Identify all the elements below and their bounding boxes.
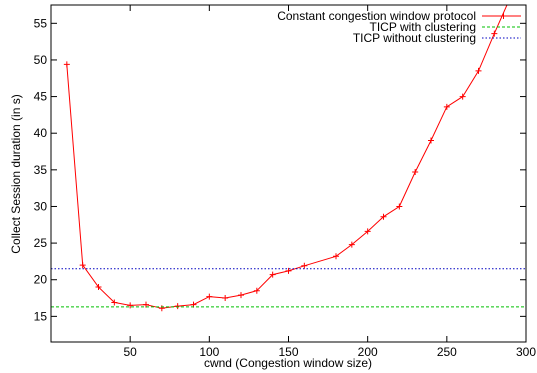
data-point-marker (253, 287, 260, 294)
data-point-marker (79, 262, 86, 269)
y-axis-label: Collect Session duration (in s) (9, 94, 23, 253)
legend-sample-marker (500, 13, 507, 19)
data-point-marker (412, 169, 419, 176)
data-point-marker (127, 302, 134, 309)
x-tick-label: 50 (123, 345, 137, 359)
data-point-marker (443, 103, 450, 110)
legend-label: TICP with clustering (370, 20, 476, 34)
data-point-marker (396, 203, 403, 210)
data-point-marker (206, 293, 213, 300)
y-tick-label: 55 (34, 16, 48, 30)
y-tick-label: 15 (34, 309, 48, 323)
legend-label: TICP without clustering (353, 31, 476, 45)
plot-frame (50, 4, 527, 343)
legend: Constant congestion window protocolTICP … (277, 9, 521, 45)
x-tick-label: 300 (516, 345, 536, 359)
data-point-marker (222, 295, 229, 302)
x-axis-label: cwnd (Congestion window size) (204, 356, 372, 370)
data-point-marker (491, 30, 498, 37)
data-point-marker (380, 213, 387, 220)
tick-labels: 50 100 150 200 250 300 15 20 25 30 35 40 45 50 55 (34, 16, 537, 359)
data-point-marker (269, 271, 276, 278)
y-tick-label: 45 (34, 90, 48, 104)
data-point-marker (507, 0, 513, 1)
series-line-constant-cwnd (66, 5, 508, 309)
legend-label: Constant congestion window protocol (277, 9, 476, 23)
y-tick-label: 35 (34, 163, 48, 177)
data-point-marker (174, 303, 181, 310)
data-point-marker (285, 267, 292, 274)
plot-series (51, 0, 526, 312)
data-point-marker (63, 61, 70, 68)
data-point-marker (428, 137, 434, 144)
y-tick-label: 20 (34, 273, 48, 287)
tick-marks (51, 5, 527, 342)
data-point-marker (348, 241, 355, 248)
x-tick-label: 150 (278, 345, 298, 359)
data-point-marker (475, 67, 482, 74)
data-point-marker (95, 284, 102, 291)
x-tick-label: 200 (358, 345, 378, 359)
data-point-marker (301, 262, 308, 269)
y-tick-label: 40 (34, 126, 48, 140)
data-point-marker (459, 93, 466, 100)
data-point-marker (333, 253, 339, 260)
x-tick-label: 100 (199, 345, 219, 359)
x-tick-label: 250 (437, 345, 457, 359)
data-point-marker (111, 299, 118, 306)
y-tick-label: 30 (34, 199, 48, 213)
data-point-marker (238, 292, 244, 299)
data-point-marker (158, 305, 165, 312)
data-point-marker (364, 228, 371, 235)
y-tick-label: 25 (34, 236, 48, 250)
y-tick-label: 50 (34, 53, 48, 67)
